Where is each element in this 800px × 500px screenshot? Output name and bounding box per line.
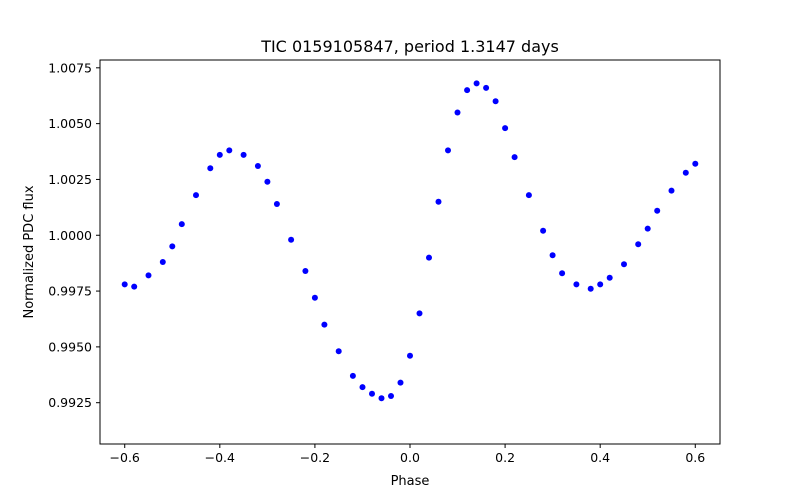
y-tick-label: 1.0050 (48, 116, 92, 131)
data-point (226, 147, 233, 154)
data-point (682, 169, 689, 176)
data-point (240, 151, 247, 158)
data-point (349, 372, 356, 379)
x-tick-label: 0.0 (400, 450, 420, 465)
data-point (644, 225, 651, 232)
data-point (335, 348, 342, 355)
data-point (621, 261, 627, 268)
data-point (483, 84, 490, 91)
y-tick-label: 1.0025 (48, 172, 92, 187)
plot-frame (99, 59, 721, 445)
chart-title: TIC 0159105847, period 1.3147 days (260, 37, 559, 56)
data-point (668, 187, 675, 194)
data-point (321, 321, 328, 328)
data-point (178, 221, 185, 228)
x-tick-label: −0.6 (110, 450, 140, 465)
data-point (492, 98, 499, 105)
data-point (397, 379, 404, 386)
data-point (692, 160, 699, 167)
x-tick-label: 0.4 (590, 450, 610, 465)
data-point (435, 198, 442, 205)
data-point (426, 254, 432, 261)
data-point (359, 384, 366, 391)
data-point (254, 163, 261, 169)
data-point (540, 227, 547, 234)
data-point (216, 151, 223, 158)
y-tick-label: 1.0075 (48, 60, 92, 75)
data-point (573, 281, 580, 288)
data-point (511, 154, 518, 161)
data-point (302, 268, 309, 274)
data-point (416, 310, 423, 317)
data-point (131, 283, 138, 290)
y-tick-label: 1.0000 (48, 228, 92, 243)
data-point (378, 395, 385, 402)
x-axis-label: Phase (391, 474, 430, 489)
data-point (606, 274, 613, 281)
data-point (549, 252, 556, 259)
data-point (654, 207, 661, 214)
data-point (473, 80, 480, 87)
data-point (635, 241, 642, 248)
data-point (311, 294, 318, 301)
data-point (193, 192, 199, 199)
data-point (597, 281, 604, 288)
data-point (454, 109, 461, 116)
y-axis-label: Normalized PDC flux (22, 185, 37, 318)
y-tick-label: 0.9975 (48, 284, 92, 299)
data-point (145, 272, 152, 279)
x-tick-label: −0.2 (300, 450, 330, 465)
data-point (207, 165, 214, 172)
x-axis: −0.6 −0.4 −0.2 0.0 0.2 0.4 0.6 (110, 444, 705, 465)
y-tick-label: 0.9950 (48, 339, 92, 354)
data-point (369, 390, 375, 397)
data-point (502, 125, 509, 132)
data-point (264, 178, 271, 185)
y-axis: 0.9925 0.9950 0.9975 1.0000 1.0025 1.0050 1.00… (48, 60, 100, 410)
data-point (388, 393, 394, 399)
data-point (525, 192, 532, 199)
data-point (121, 281, 128, 288)
data-point (559, 270, 566, 277)
data-point (464, 87, 471, 94)
y-tick-label: 0.9925 (48, 395, 92, 410)
x-tick-label: 0.6 (685, 450, 705, 465)
x-tick-label: −0.4 (205, 450, 235, 465)
scatter-points (121, 80, 699, 402)
data-point (587, 285, 594, 292)
data-point (169, 243, 176, 250)
data-point (273, 201, 280, 207)
data-point (445, 147, 451, 154)
data-point (159, 259, 166, 265)
data-point (288, 236, 295, 243)
x-tick-label: 0.2 (495, 450, 515, 465)
data-point (407, 352, 413, 359)
